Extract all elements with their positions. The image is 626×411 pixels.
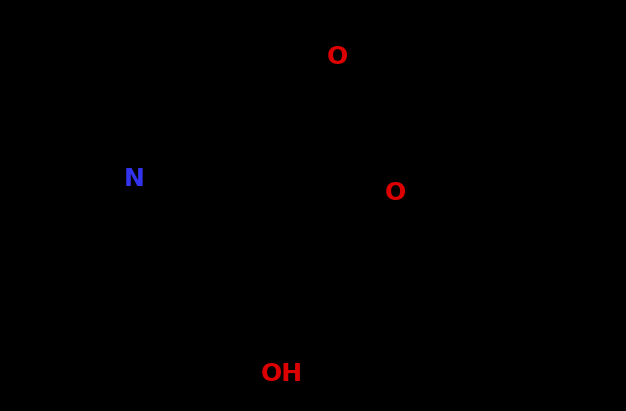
Text: OH: OH <box>260 362 303 386</box>
Text: N: N <box>124 167 145 191</box>
Text: O: O <box>326 45 347 69</box>
Text: O: O <box>385 182 406 206</box>
Text: CH₃: CH₃ <box>448 150 492 170</box>
